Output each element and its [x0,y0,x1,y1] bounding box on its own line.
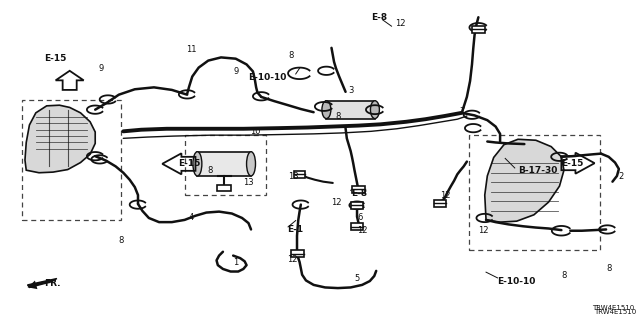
Bar [22,100,121,220]
Bar [294,171,305,178]
Text: FR.: FR. [44,279,61,288]
Text: 12: 12 [396,19,406,28]
Text: 13: 13 [288,172,298,181]
Text: 2: 2 [619,172,624,181]
Text: E-15: E-15 [561,159,584,168]
Bar [326,101,375,119]
Text: 12: 12 [440,191,451,200]
Bar [197,152,251,176]
Text: E-10-10: E-10-10 [248,73,287,82]
Polygon shape [25,105,95,173]
Bar [291,251,304,258]
Bar [351,223,364,230]
Bar [472,26,484,33]
Text: 12: 12 [357,226,367,235]
Text: 12: 12 [332,197,342,206]
Ellipse shape [371,101,380,119]
Text: 12: 12 [478,226,489,235]
Text: E-8: E-8 [371,13,387,22]
Bar [434,199,447,206]
Bar [351,202,364,209]
Text: 8: 8 [289,51,294,60]
Bar [217,185,231,191]
Ellipse shape [246,152,255,176]
Bar [469,135,600,250]
Polygon shape [28,278,57,287]
Text: 13: 13 [243,179,254,188]
Bar [352,186,365,193]
Text: B-17-30: B-17-30 [518,166,557,175]
Text: E-10-10: E-10-10 [497,277,536,286]
Text: E-15: E-15 [44,53,67,62]
Text: 12: 12 [287,255,298,264]
Text: 5: 5 [355,274,360,283]
Text: 8: 8 [118,236,124,245]
Text: 8: 8 [561,271,567,280]
Text: 8: 8 [606,264,611,274]
Text: 1: 1 [233,258,238,267]
Text: 4: 4 [188,213,194,222]
Text: 11: 11 [186,44,196,54]
Text: 7: 7 [460,107,465,116]
Ellipse shape [322,101,331,119]
Text: 8: 8 [207,166,213,175]
Ellipse shape [193,152,202,176]
Text: 10: 10 [250,127,260,136]
Text: E-1: E-1 [287,225,303,234]
Text: E-15: E-15 [178,159,200,168]
Text: 8: 8 [335,112,340,121]
Text: 9: 9 [233,67,238,76]
Text: E-8: E-8 [351,189,367,198]
Bar [185,135,266,195]
Polygon shape [484,139,564,222]
Text: 9: 9 [99,64,104,73]
Text: 3: 3 [348,86,353,95]
Text: TRW4E1510: TRW4E1510 [592,305,634,311]
Text: TRW4E1510: TRW4E1510 [594,309,636,315]
Text: 6: 6 [357,213,362,222]
